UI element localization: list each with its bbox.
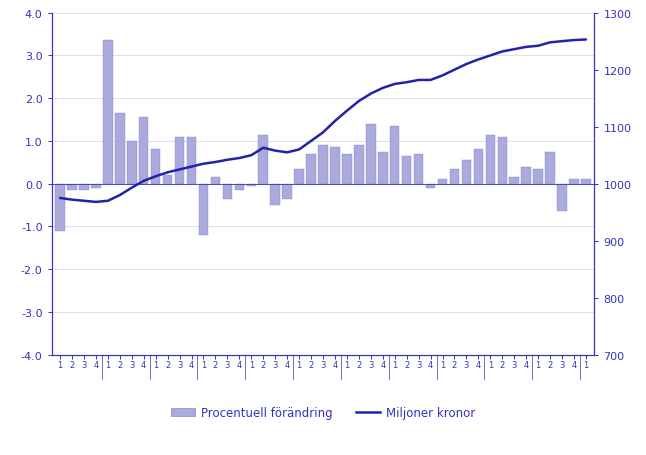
Bar <box>402 157 412 184</box>
Bar <box>247 184 256 187</box>
Bar <box>545 152 555 184</box>
Bar <box>187 137 196 184</box>
Bar <box>295 169 304 184</box>
Bar <box>56 184 65 231</box>
Bar <box>426 184 435 188</box>
Bar <box>581 180 590 184</box>
Bar <box>79 184 89 191</box>
Bar <box>438 180 447 184</box>
Bar <box>486 135 495 184</box>
Bar <box>534 169 543 184</box>
Bar <box>223 184 232 199</box>
Bar <box>163 176 172 184</box>
Bar <box>414 154 423 184</box>
Bar <box>521 167 531 184</box>
Bar <box>318 146 328 184</box>
Bar <box>366 125 375 184</box>
Bar <box>342 154 351 184</box>
Bar <box>234 184 244 191</box>
Bar <box>450 169 459 184</box>
Bar <box>271 184 280 206</box>
Bar <box>330 148 340 184</box>
Bar <box>497 137 507 184</box>
Bar <box>103 41 112 184</box>
Legend: Procentuell förändring, Miljoner kronor: Procentuell förändring, Miljoner kronor <box>167 402 479 424</box>
Bar <box>557 184 567 212</box>
Bar <box>378 152 388 184</box>
Bar <box>474 150 483 184</box>
Bar <box>306 154 316 184</box>
Bar <box>462 161 471 184</box>
Bar <box>569 180 579 184</box>
Bar <box>91 184 101 188</box>
Bar <box>282 184 292 199</box>
Bar <box>127 142 136 184</box>
Bar <box>67 184 77 191</box>
Bar <box>510 178 519 184</box>
Bar <box>151 150 160 184</box>
Bar <box>211 178 220 184</box>
Bar <box>115 114 125 184</box>
Bar <box>139 118 149 184</box>
Bar <box>199 184 208 236</box>
Bar <box>390 126 399 184</box>
Bar <box>354 146 364 184</box>
Bar <box>175 137 184 184</box>
Bar <box>258 135 268 184</box>
